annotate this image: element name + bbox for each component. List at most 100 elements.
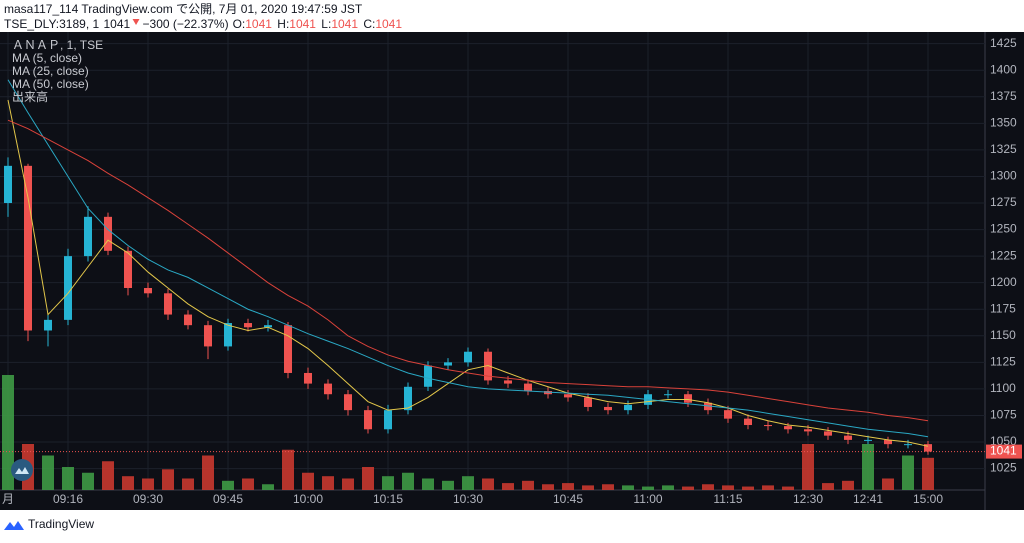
y-tick-label: 1275 [990, 195, 1017, 209]
volume-bar [642, 486, 654, 490]
candle-body [184, 314, 192, 326]
x-tick-label: 09:45 [213, 492, 243, 506]
x-tick-label: 09:30 [133, 492, 163, 506]
volume-bar [142, 478, 154, 490]
volume-bar [362, 467, 374, 490]
candle-body [124, 250, 132, 288]
candle-body [624, 404, 632, 411]
candle-body [884, 439, 892, 445]
x-tick-label: 15:00 [913, 492, 943, 506]
x-tick-label: 10:30 [453, 492, 483, 506]
legend-entry: MA (25, close) [12, 64, 89, 78]
volume-bar [802, 444, 814, 490]
candle-layer [4, 157, 932, 455]
ma-line [7, 119, 929, 422]
x-tick-label: 10:15 [373, 492, 403, 506]
footer: TradingView [28, 517, 94, 531]
volume-bar [842, 480, 854, 490]
volume-bar [482, 478, 494, 490]
volume-bar [162, 469, 174, 490]
volume-bar [282, 449, 294, 490]
x-tick-label: 10:00 [293, 492, 323, 506]
volume-bar [582, 485, 594, 490]
volume-bar [622, 485, 634, 490]
candle-body [44, 319, 52, 331]
volume-bar [182, 478, 194, 490]
logo-icon [4, 521, 24, 530]
plot-background [0, 32, 1024, 510]
candle-body [64, 256, 72, 320]
ohlc-label: L: [321, 17, 331, 31]
ohlc-value: 1041 [331, 17, 358, 31]
candle-body [764, 425, 772, 427]
volume-bar [382, 476, 394, 490]
volume-bar [502, 483, 514, 490]
logo: TradingView [4, 517, 94, 531]
candle-body [84, 216, 92, 257]
volume-bar [102, 461, 114, 490]
volume-bar [2, 375, 14, 490]
y-tick-label: 1300 [990, 169, 1017, 183]
candle-body [4, 165, 12, 204]
candle-body [104, 216, 112, 251]
ohlc-label: C: [363, 17, 375, 31]
volume-bar [762, 485, 774, 490]
label-layer: 1025105010751100112511501175120012251250… [2, 36, 1022, 506]
legend-entry: MA (5, close) [12, 51, 82, 65]
volume-bar [222, 480, 234, 490]
volume-bar [442, 480, 454, 490]
legend-entry: ＡＮＡＰ, 1, TSE [12, 38, 103, 52]
y-tick-label: 1125 [990, 355, 1016, 369]
volume-bar [662, 485, 674, 490]
badge-icon [15, 467, 29, 474]
candle-body [424, 365, 432, 387]
y-tick-label: 1225 [990, 248, 1017, 262]
candle-body [264, 325, 272, 328]
candle-body [324, 383, 332, 395]
volume-bar [342, 478, 354, 490]
volume-bar [882, 478, 894, 490]
volume-bar [602, 484, 614, 490]
candle-body [924, 444, 932, 452]
x-tick-label: 12:30 [793, 492, 823, 506]
candle-body [404, 386, 412, 411]
last-price: 1041 [104, 17, 131, 31]
last-price-box [986, 444, 1022, 459]
volume-bar [302, 472, 314, 490]
candle-body [784, 426, 792, 430]
y-tick-label: 1400 [990, 62, 1017, 76]
volume-bar [122, 476, 134, 490]
volume-bar [402, 472, 414, 490]
candle-body [524, 383, 532, 392]
candle-body [204, 325, 212, 347]
candle-body [844, 435, 852, 440]
ohlc-value: 1041 [375, 17, 402, 31]
volume-bar [262, 484, 274, 490]
candle-body [244, 323, 252, 328]
volume-bar [242, 478, 254, 490]
x-tick-label: 12:41 [853, 492, 883, 506]
candle-body [384, 410, 392, 430]
y-tick-label: 1150 [990, 328, 1016, 342]
candle-body [344, 394, 352, 411]
ohlc-label: O: [233, 17, 246, 31]
ohlc-value: 1041 [289, 17, 316, 31]
ma-layer [0, 79, 985, 453]
volume-bar [682, 486, 694, 490]
volume-bar [902, 455, 914, 490]
candle-body [664, 394, 672, 396]
candle-body [444, 362, 452, 366]
y-tick-label: 1175 [990, 301, 1016, 315]
volume-bar [742, 486, 754, 490]
last-price-label: 1041 [990, 444, 1017, 458]
y-tick-label: 1025 [990, 461, 1017, 475]
candle-body [744, 418, 752, 426]
volume-bar [462, 476, 474, 490]
candle-body [724, 410, 732, 419]
volume-bar [422, 478, 434, 490]
candle-body [164, 293, 172, 315]
x-tick-label: 10:45 [553, 492, 583, 506]
candle-body [364, 410, 372, 430]
ma-line [7, 99, 929, 447]
x-tick-label: 月 [2, 492, 14, 506]
